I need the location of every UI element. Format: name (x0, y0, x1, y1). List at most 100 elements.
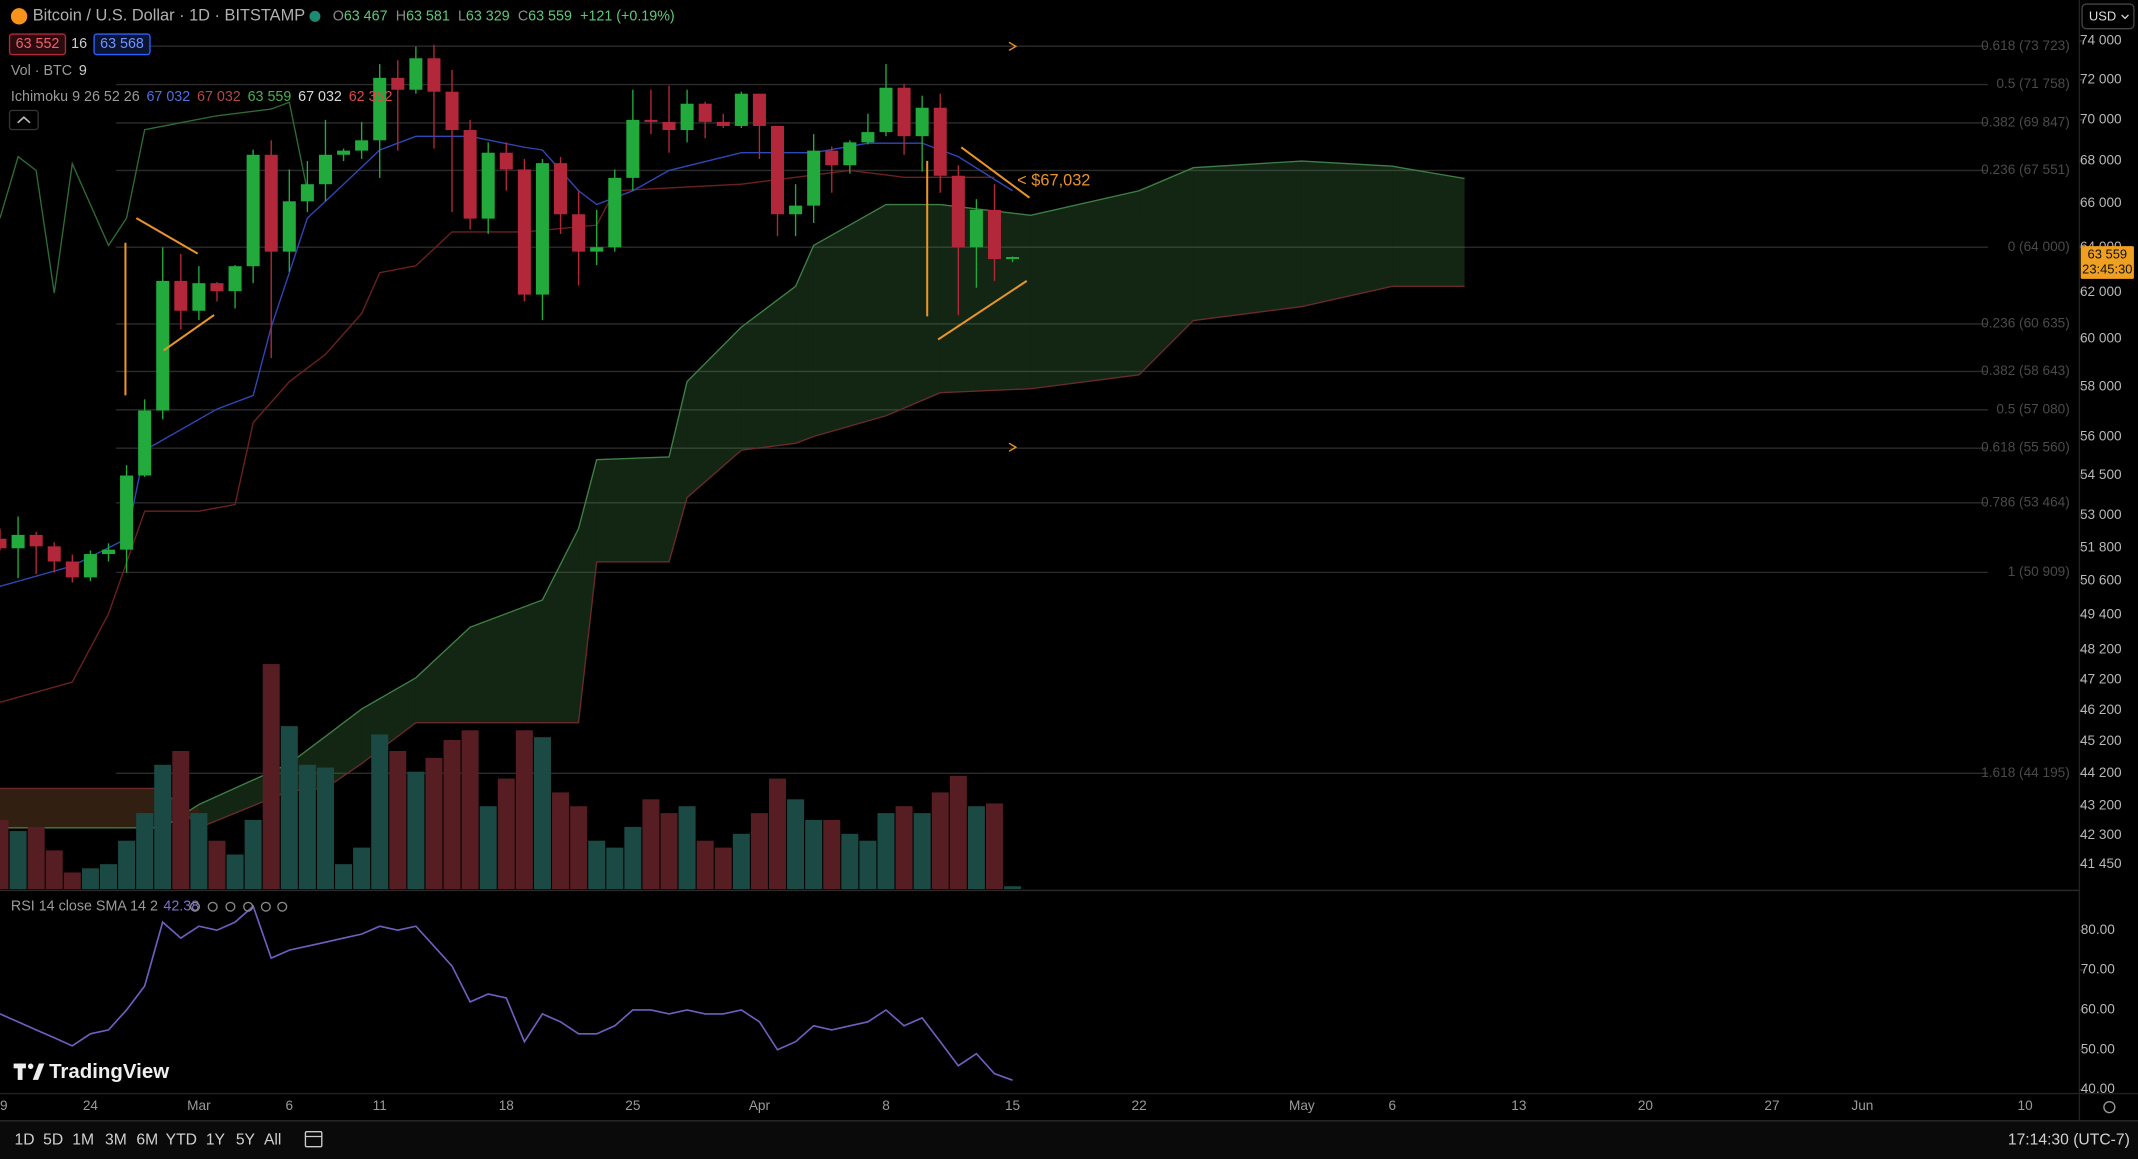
candle-body (734, 93, 748, 126)
volume-bar (913, 813, 931, 890)
clock[interactable]: 17:14:30 (UTC-7) (2008, 1132, 2130, 1149)
drawing-line (960, 146, 1031, 199)
candle-body (445, 91, 459, 131)
candle-body (572, 214, 586, 252)
buy-box[interactable] (93, 33, 151, 56)
candle-body (192, 283, 206, 311)
legend-button[interactable] (189, 901, 201, 912)
volume-bar (678, 806, 696, 890)
rsi-line (0, 904, 1013, 1081)
legend-button[interactable] (207, 901, 218, 912)
settings-icon[interactable] (2103, 1101, 2116, 1114)
volume-bar (931, 792, 949, 890)
volume-bar (787, 799, 805, 890)
logo: TradingView (13, 1060, 169, 1083)
legend-button[interactable] (277, 901, 288, 912)
volume-bar (660, 813, 678, 890)
candle-body (662, 121, 676, 131)
cloud-segment (940, 204, 1031, 393)
volume-bar (877, 813, 895, 890)
candle-body (246, 154, 260, 267)
candle-body (138, 410, 152, 476)
volume-bar (949, 775, 967, 890)
drawings (124, 41, 1031, 452)
volume-bar (0, 820, 9, 890)
rsi-value: 42.38 (163, 899, 199, 915)
volume-bar (696, 840, 714, 890)
range-button[interactable]: 5D (43, 1132, 63, 1149)
calendar-icon[interactable] (304, 1131, 323, 1148)
current-price: 63 559 (2088, 246, 2128, 261)
time-tick-label: 25 (625, 1098, 640, 1113)
candle-body (228, 266, 242, 292)
range-button[interactable]: 5Y (236, 1132, 256, 1149)
candle-body (427, 58, 441, 92)
fib-arrow (1008, 442, 1018, 452)
cloud-span-a (0, 160, 1465, 829)
volume-bar (226, 854, 244, 890)
time-tick-label: May (1289, 1098, 1315, 1113)
volume-bar (714, 847, 732, 890)
range-button[interactable]: 6M (136, 1132, 158, 1149)
collapse-button[interactable] (8, 109, 39, 131)
price-tick-label: 68 000 (2080, 153, 2122, 168)
candle-body (716, 121, 730, 126)
ohlc-key: L (458, 8, 466, 24)
price-tick-label: 45 200 (2080, 733, 2122, 748)
ohlc-legend: O63 467 H63 581 L63 329 C63 559 +121 (+0.19%… (333, 8, 675, 24)
fib-label: 0.618 (55 560) (1981, 440, 2070, 455)
ichimoku-base (0, 169, 995, 704)
range-button[interactable]: 1D (15, 1132, 35, 1149)
candle-body (29, 534, 43, 547)
legend-button[interactable] (225, 901, 236, 912)
volume-bar (642, 799, 660, 890)
candle-body (843, 142, 857, 166)
rsi-buttons[interactable] (189, 901, 288, 912)
cloud-segment (542, 528, 579, 723)
legend-button[interactable] (243, 901, 254, 912)
fib-label: 0.786 (53 464) (1981, 494, 2070, 509)
symbol-name[interactable]: Bitcoin / U.S. Dollar · 1D · BITSTAMP (33, 7, 305, 25)
volume-bar (443, 739, 461, 890)
range-button[interactable]: 1M (72, 1132, 94, 1149)
range-button[interactable]: 3M (105, 1132, 127, 1149)
fib-label: 0 (64 000) (2008, 239, 2070, 254)
price-tick-label: 44 200 (2080, 765, 2122, 780)
bar-countdown: 23:45:30 (2082, 261, 2132, 276)
sell-box[interactable] (8, 33, 67, 56)
time-tick-label: 19 (0, 1098, 8, 1113)
time-tick-label: 18 (499, 1098, 514, 1113)
range-button[interactable]: 1Y (206, 1132, 226, 1149)
time-tick-label: 6 (286, 1098, 294, 1113)
candle-body (897, 87, 911, 137)
cloud-segment (1139, 167, 1194, 375)
cloud-segment (1030, 190, 1140, 389)
currency-chevron (2121, 14, 2129, 20)
legend-button[interactable] (260, 901, 271, 912)
candle-body (47, 546, 61, 562)
range-button[interactable]: All (264, 1132, 281, 1149)
fib-label: 0.236 (60 635) (1981, 316, 2070, 331)
volume-bar (208, 840, 226, 890)
ichimoku-value: 67 032 (298, 89, 342, 105)
volume-bar (407, 771, 425, 890)
candle-body (300, 184, 314, 202)
rsi-tick-label: 50.00 (2081, 1041, 2116, 1056)
volume-params: 9 (79, 63, 87, 79)
rsi-tick-label: 40.00 (2081, 1081, 2116, 1096)
candle-body (969, 209, 983, 248)
candle-body (463, 130, 477, 219)
candle-body (481, 152, 495, 219)
candle-body (807, 150, 821, 206)
currency[interactable]: USD (2089, 8, 2116, 23)
price-tick-label: 60 000 (2080, 330, 2122, 345)
fib-label: 0.382 (69 847) (1981, 115, 2070, 130)
candle-body (499, 152, 513, 170)
ask-price[interactable]: 63 568 (100, 36, 144, 52)
ohlc-value: 63 467 (344, 8, 388, 24)
date-range-icon[interactable] (304, 1131, 323, 1148)
currency-button[interactable] (2081, 3, 2135, 30)
range-button[interactable]: YTD (166, 1132, 197, 1149)
bid-price[interactable]: 63 552 (16, 36, 60, 52)
